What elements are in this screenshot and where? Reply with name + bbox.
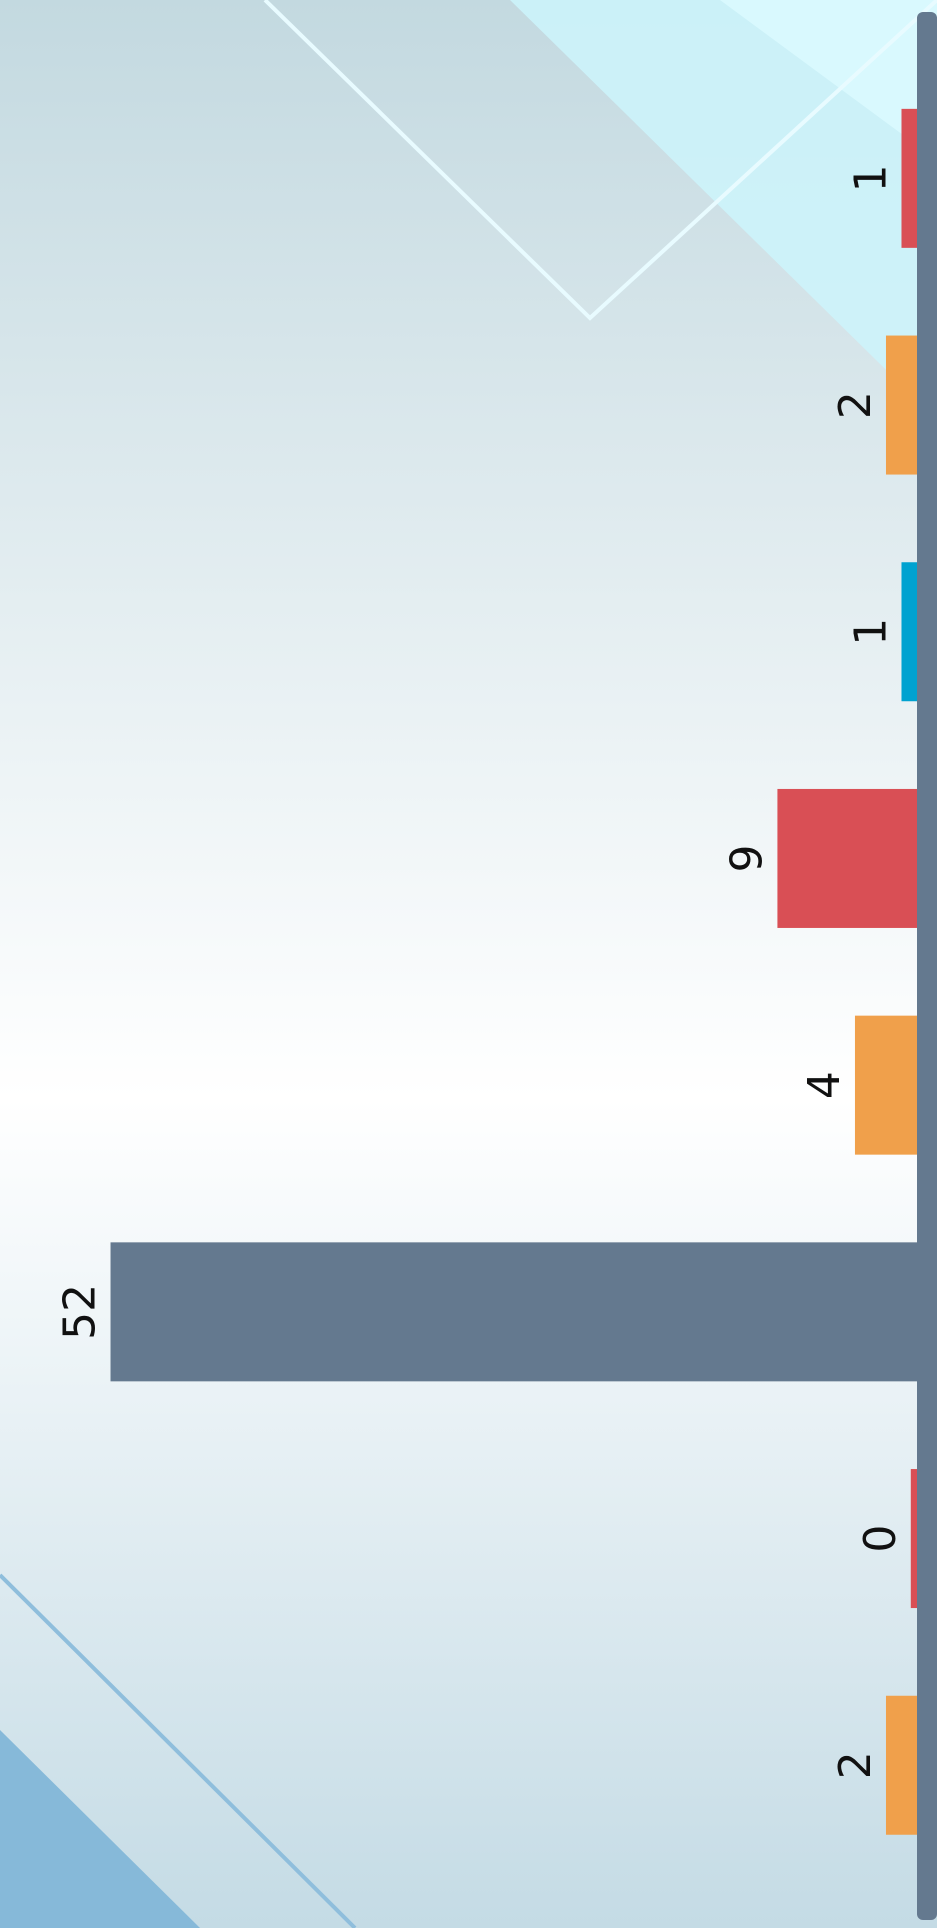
bar [901, 562, 917, 702]
value-label: 0 [855, 1525, 906, 1553]
bar [885, 335, 917, 475]
bar [110, 1242, 917, 1382]
axis-strip [917, 12, 937, 1920]
decor-shape [510, 0, 937, 420]
value-label: 2 [830, 391, 881, 419]
bar [901, 108, 917, 248]
value-label: 9 [721, 844, 772, 872]
bar [854, 1015, 917, 1155]
bar [777, 788, 917, 928]
value-label: 52 [55, 1284, 106, 1340]
value-label: 2 [830, 1751, 881, 1779]
bar [885, 1695, 917, 1835]
value-label: 1 [845, 164, 896, 192]
decor-shape [720, 0, 937, 160]
decor-line [0, 1573, 357, 1928]
decor-line [263, 0, 937, 321]
bar [910, 1469, 917, 1609]
value-label: 4 [799, 1071, 850, 1099]
value-label: 1 [845, 618, 896, 646]
decor-shape [0, 1730, 200, 1928]
